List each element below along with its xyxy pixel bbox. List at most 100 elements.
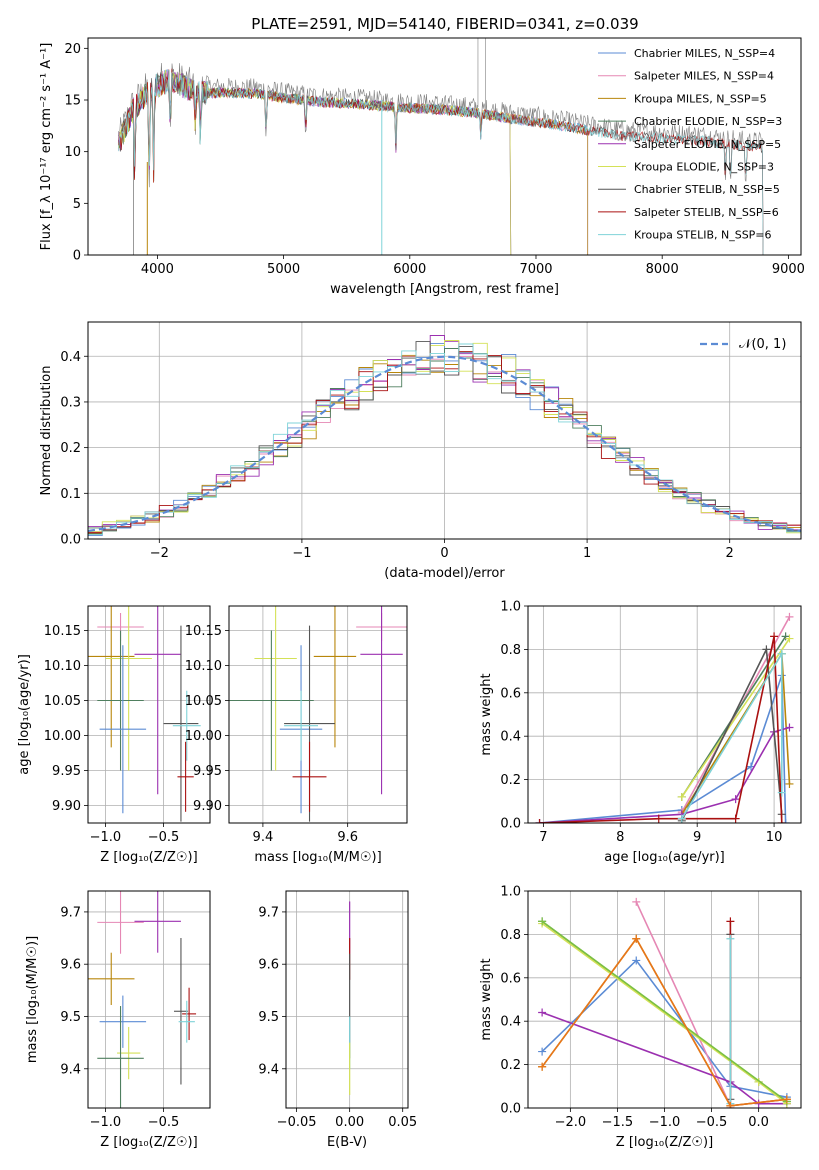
x-axis-label: age [log₁₀(age/yr)] — [604, 850, 725, 865]
y-tick-label: 10.05 — [185, 694, 222, 709]
y-tick-label: 0 — [73, 249, 81, 264]
x-tick-label: −2 — [150, 546, 169, 561]
y-tick-label: 0.2 — [500, 773, 521, 788]
age-vs-metallicity-panel: −1.0 −0.5 9.90 9.95 10.00 10.05 10.10 10.15 Z [l… — [17, 605, 211, 865]
x-tick-label: 9000 — [772, 262, 805, 277]
x-tick-label: 0.0 — [748, 1115, 769, 1130]
legend-entry: Chabrier STELIB, N_SSP=5 — [634, 183, 780, 196]
y-axis-label: mass [log₁₀(M/M☉)] — [25, 936, 40, 1063]
plot-area — [88, 322, 801, 539]
x-tick-label: 0 — [440, 546, 448, 561]
x-tick-label: 0.05 — [388, 1115, 417, 1130]
x-tick-label: −0.05 — [277, 1115, 317, 1130]
weight-marker — [785, 723, 794, 732]
y-tick-label: 0.2 — [500, 1058, 521, 1073]
y-tick-label: 20 — [64, 42, 81, 57]
y-tick-label: 10.05 — [44, 694, 81, 709]
axes-frame — [527, 890, 802, 1109]
x-tick-label: 6000 — [393, 262, 426, 277]
weight-marker — [677, 792, 686, 801]
x-tick-label: −1.0 — [90, 1115, 122, 1130]
legend-entry: Chabrier MILES, N_SSP=4 — [634, 47, 775, 60]
x-tick-label: 9 — [693, 830, 701, 845]
weight-marker — [777, 649, 786, 658]
x-axis-label: Z [log₁₀(Z/Z☉)] — [100, 850, 197, 865]
axes-frame — [87, 890, 211, 1109]
weight-marker — [538, 1008, 547, 1017]
weight-marker — [762, 645, 771, 654]
axes-frame — [87, 37, 802, 256]
y-tick-label: 5 — [73, 197, 81, 212]
residual-histogram — [88, 343, 801, 536]
axes-frame — [228, 605, 408, 824]
weight-marker — [731, 795, 740, 804]
model-spectrum-kroupa-elodie — [117, 69, 512, 255]
x-tick-label: 8000 — [646, 262, 679, 277]
y-tick-label: 0.8 — [500, 928, 521, 943]
weight-marker — [781, 819, 790, 823]
legend-entry: Salpeter STELIB, N_SSP=6 — [634, 206, 779, 219]
weight-marker — [632, 897, 641, 906]
y-tick-label: 1.0 — [500, 885, 521, 900]
y-tick-label: 10.10 — [185, 659, 222, 674]
plot-area — [117, 38, 764, 255]
legend-entry: Kroupa ELODIE, N_SSP=3 — [634, 161, 774, 174]
x-axis-label: wavelength [Angstrom, rest frame] — [330, 282, 559, 297]
age-vs-mass-panel: 9.4 9.6 9.90 9.95 10.00 10.05 10.10 10.15 mass [… — [185, 605, 408, 865]
x-axis-label: E(B-V) — [327, 1135, 367, 1150]
weight-series-line — [541, 937, 787, 1107]
legend-entry: Salpeter ELODIE, N_SSP=5 — [634, 138, 781, 151]
x-axis-label: Z [log₁₀(Z/Z☉)] — [616, 1135, 713, 1150]
y-tick-label: 10.15 — [185, 624, 222, 639]
weight-series-line — [541, 1011, 787, 1105]
y-tick-label: 9.95 — [52, 764, 81, 779]
weight-marker — [632, 934, 641, 943]
weight-marker — [538, 1047, 547, 1056]
weight-marker — [785, 634, 794, 643]
x-axis-label: Z [log₁₀(Z/Z☉)] — [100, 1135, 197, 1150]
y-tick-label: 0.2 — [60, 441, 81, 456]
weight-marker — [726, 1101, 735, 1108]
weight-vs-age-panel: 7 8 9 10 0.0 0.2 0.4 0.6 0.8 1.0 age [log₁₀(age/yr… — [479, 600, 802, 865]
mass-vs-metallicity-panel: −1.0 −0.5 9.4 9.5 9.6 9.7 Z [log₁₀(Z/Z☉)] mass … — [25, 890, 211, 1150]
legend-entry: Kroupa STELIB, N_SSP=6 — [634, 229, 772, 242]
weight-vs-metallicity-panel: −2.0 −1.5 −1.0 −0.5 0.0 0.0 0.2 0.4 0.6 0.8 1.0 Z [… — [479, 885, 802, 1150]
plot-area — [528, 606, 801, 823]
weight-marker — [770, 632, 779, 641]
plot-area — [528, 891, 801, 1108]
y-tick-label: 10 — [64, 145, 81, 160]
plot-area — [229, 606, 407, 823]
y-tick-label: 10.00 — [44, 729, 81, 744]
y-tick-label: 9.6 — [258, 958, 279, 973]
y-tick-label: 9.90 — [52, 799, 81, 814]
y-tick-label: 9.4 — [258, 1062, 279, 1077]
x-axis-label: mass [log₁₀(M/M☉)] — [254, 850, 381, 865]
x-tick-label: 1 — [583, 546, 591, 561]
y-tick-label: 9.4 — [60, 1062, 81, 1077]
y-tick-label: 0.1 — [60, 487, 81, 502]
weight-series-line — [541, 920, 788, 1103]
y-tick-label: 9.6 — [60, 958, 81, 973]
y-tick-label: 0.4 — [500, 1015, 521, 1030]
residual-histogram — [88, 335, 801, 531]
axes-frame — [87, 321, 802, 540]
legend-entry: Chabrier ELODIE, N_SSP=3 — [634, 115, 782, 128]
model-spectrum-chabrier-elodie — [118, 69, 512, 255]
y-tick-label: 0.0 — [500, 817, 521, 832]
x-tick-label: 9.6 — [337, 830, 358, 845]
y-tick-label: 10.00 — [185, 729, 222, 744]
y-tick-label: 0.6 — [500, 686, 521, 701]
y-tick-label: 10.10 — [44, 659, 81, 674]
weight-marker — [538, 1062, 547, 1071]
weight-marker — [731, 814, 740, 823]
x-tick-label: −0.5 — [148, 830, 180, 845]
weight-series-line — [681, 638, 791, 798]
x-tick-label: −1 — [292, 546, 311, 561]
weight-marker — [535, 819, 544, 823]
x-tick-label: −0.5 — [696, 1115, 728, 1130]
x-tick-label: −1.0 — [90, 830, 122, 845]
x-tick-label: −0.5 — [148, 1115, 180, 1130]
model-spectrum-salpeter-stelib — [117, 68, 764, 255]
x-tick-label: 5000 — [267, 262, 300, 277]
